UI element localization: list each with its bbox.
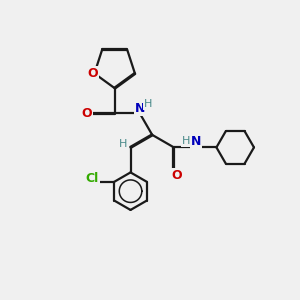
Text: O: O bbox=[88, 67, 98, 80]
Text: Cl: Cl bbox=[86, 172, 99, 185]
Text: H: H bbox=[182, 136, 190, 146]
Text: O: O bbox=[172, 169, 182, 182]
Text: H: H bbox=[119, 140, 128, 149]
Text: O: O bbox=[81, 107, 92, 120]
Text: H: H bbox=[144, 99, 153, 110]
Text: N: N bbox=[191, 135, 201, 148]
Text: N: N bbox=[134, 102, 145, 115]
